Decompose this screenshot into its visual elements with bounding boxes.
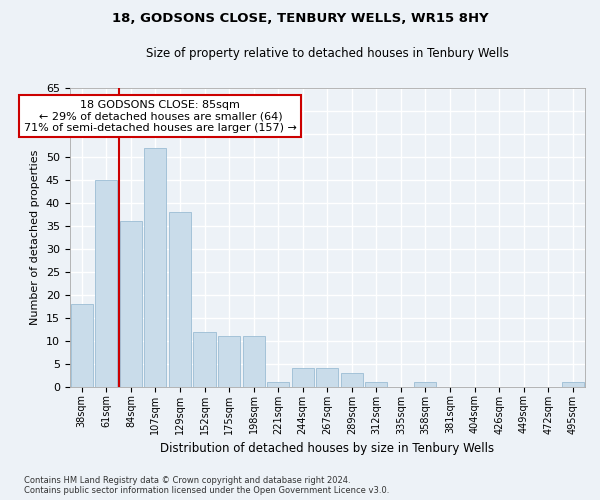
Bar	[365, 382, 388, 386]
Bar	[95, 180, 118, 386]
Bar	[341, 373, 363, 386]
Bar	[562, 382, 584, 386]
Bar	[316, 368, 338, 386]
Bar	[169, 212, 191, 386]
Bar	[218, 336, 240, 386]
Bar	[242, 336, 265, 386]
Text: 18 GODSONS CLOSE: 85sqm
← 29% of detached houses are smaller (64)
71% of semi-de: 18 GODSONS CLOSE: 85sqm ← 29% of detache…	[24, 100, 297, 132]
Bar	[120, 222, 142, 386]
Bar	[292, 368, 314, 386]
X-axis label: Distribution of detached houses by size in Tenbury Wells: Distribution of detached houses by size …	[160, 442, 494, 455]
Title: Size of property relative to detached houses in Tenbury Wells: Size of property relative to detached ho…	[146, 48, 509, 60]
Bar	[267, 382, 289, 386]
Bar	[71, 304, 93, 386]
Bar	[415, 382, 436, 386]
Bar	[193, 332, 215, 386]
Text: 18, GODSONS CLOSE, TENBURY WELLS, WR15 8HY: 18, GODSONS CLOSE, TENBURY WELLS, WR15 8…	[112, 12, 488, 26]
Bar	[145, 148, 166, 386]
Text: Contains HM Land Registry data © Crown copyright and database right 2024.
Contai: Contains HM Land Registry data © Crown c…	[24, 476, 389, 495]
Y-axis label: Number of detached properties: Number of detached properties	[30, 150, 40, 325]
